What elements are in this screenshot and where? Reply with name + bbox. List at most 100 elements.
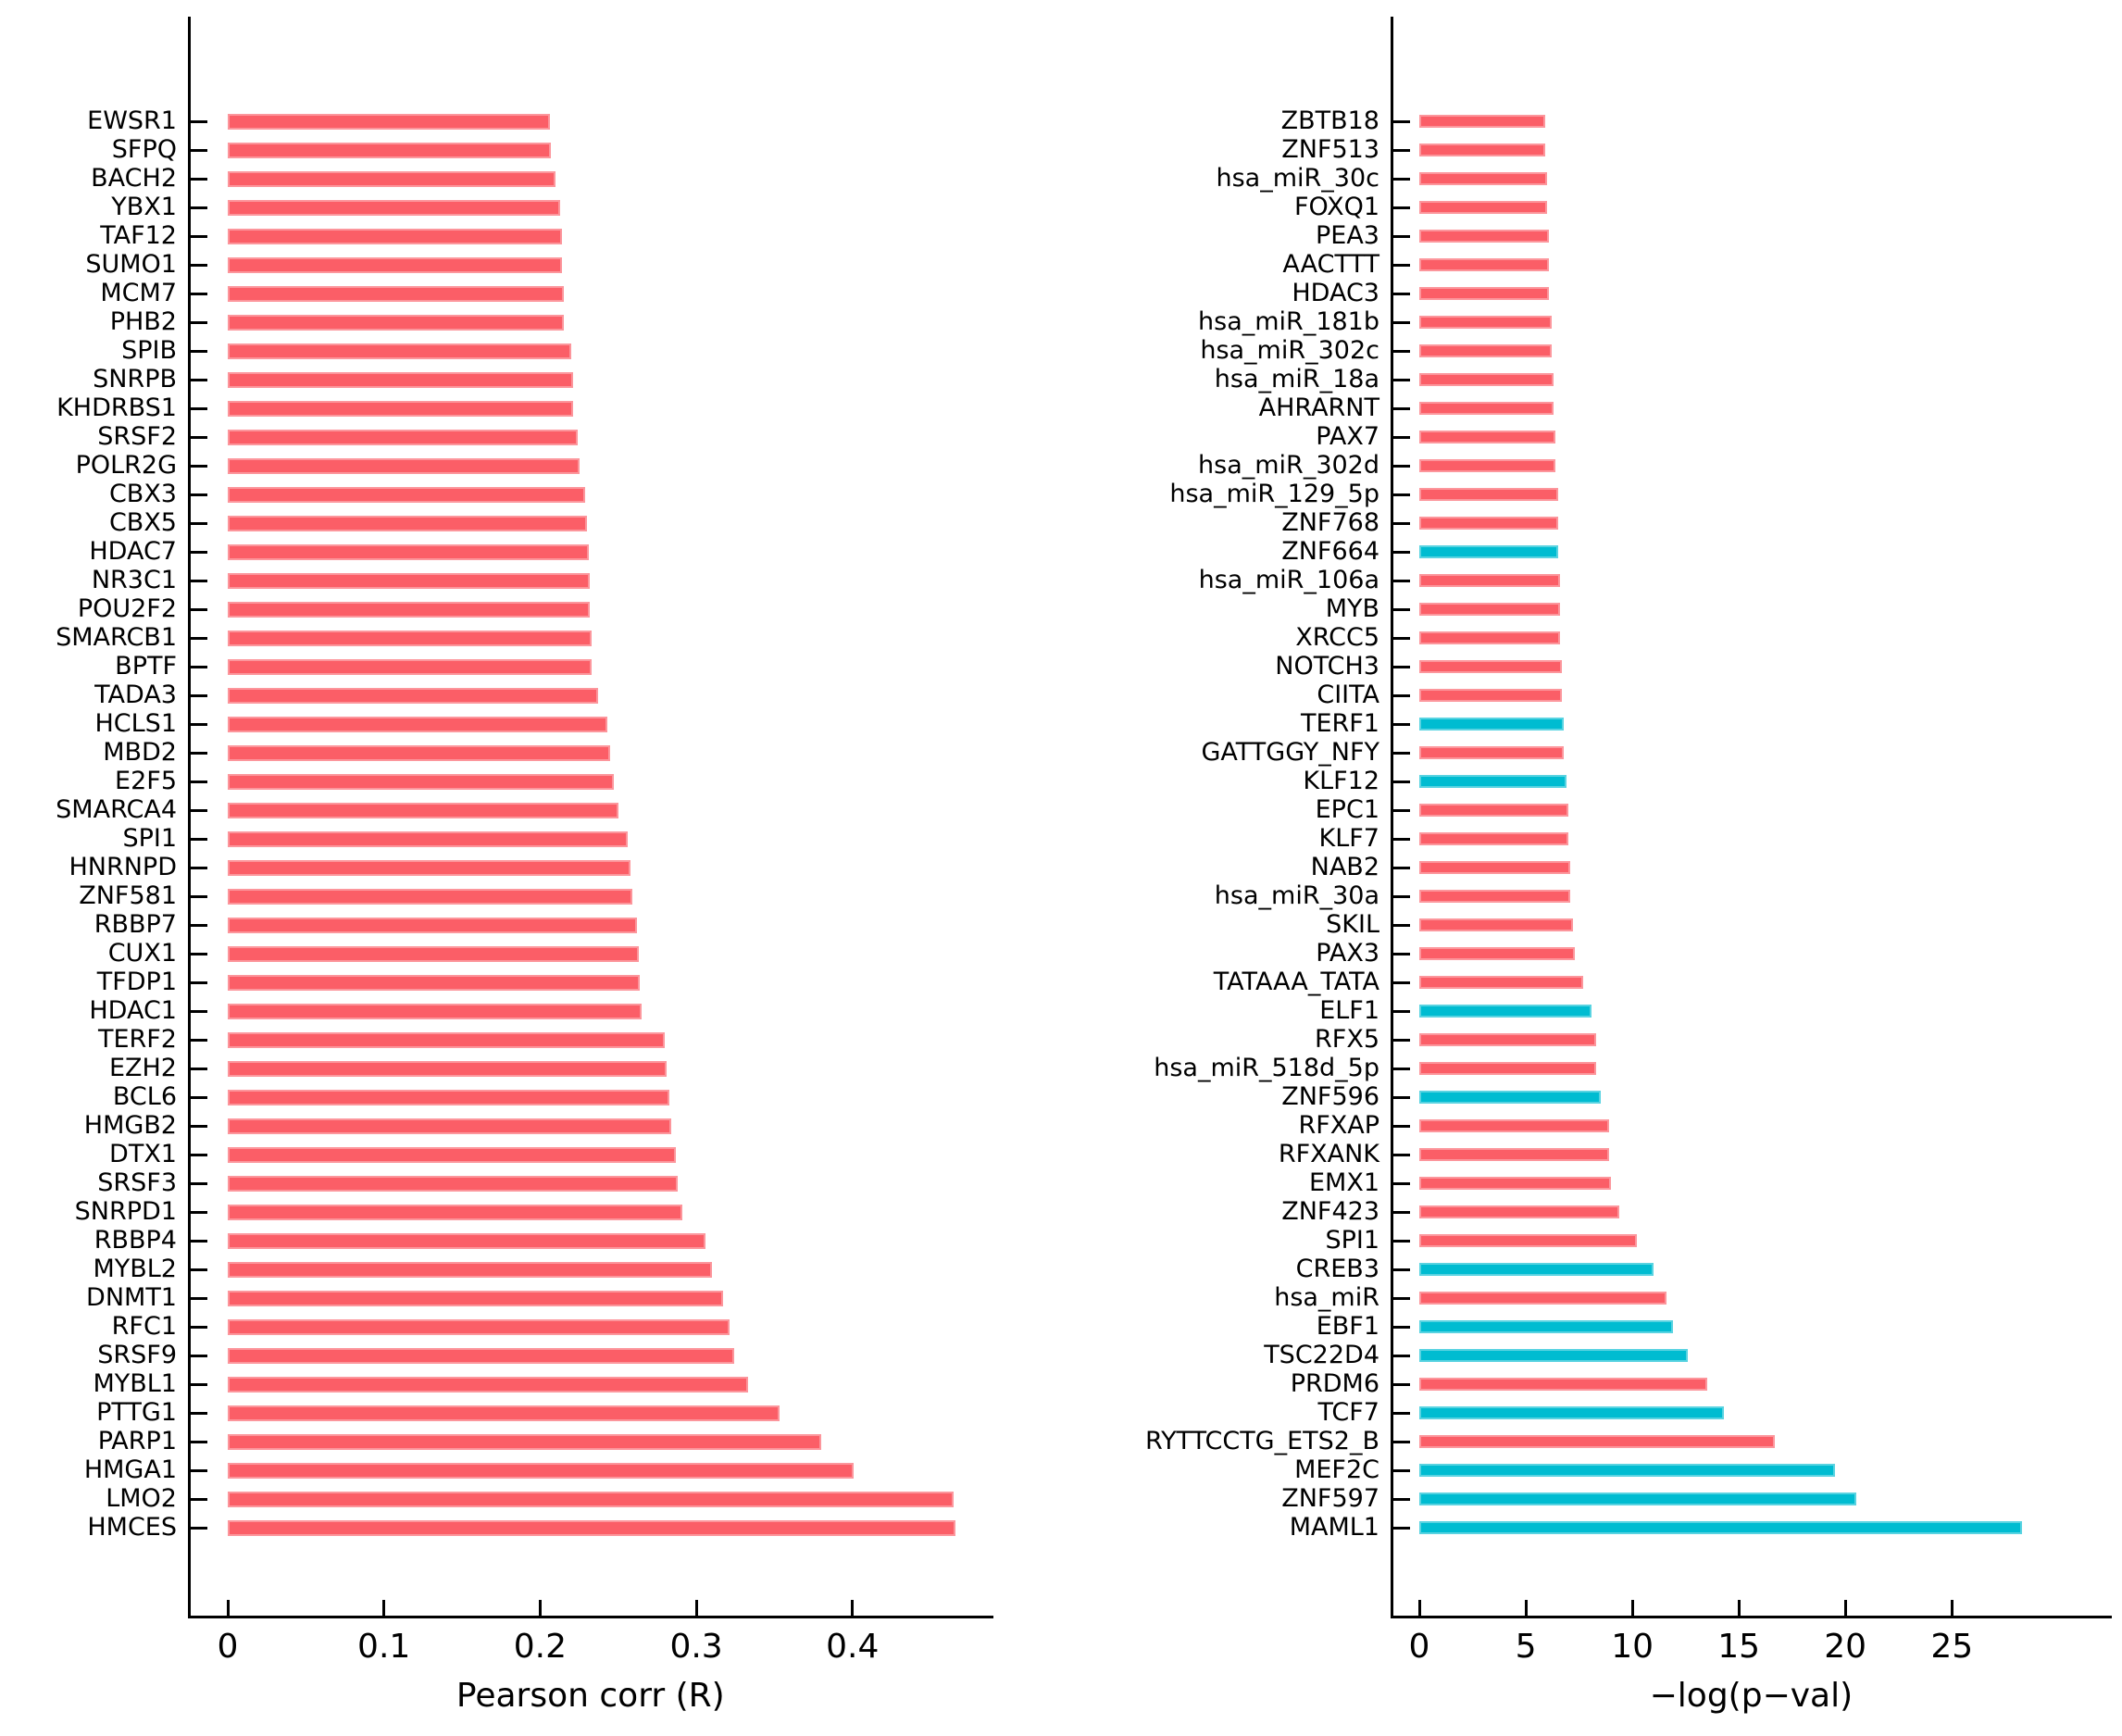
bar [1419,115,1545,128]
x-tick-label: 0.4 [826,1628,880,1666]
y-tick [1393,465,1410,468]
x-tick [1843,1600,1847,1616]
category-label: CBX5 [108,508,177,537]
bar [1419,316,1552,329]
y-tick [191,407,207,410]
x-tick [1417,1600,1421,1616]
y-tick [1393,1010,1410,1013]
y-tick [191,1355,207,1357]
y-tick [191,1441,207,1443]
category-label: SMARCB1 [56,623,177,652]
y-tick [1393,895,1410,898]
bar [228,687,598,704]
bar [1419,775,1567,788]
y-tick [191,895,207,898]
bar [228,716,607,732]
category-label: RFXAP [1298,1111,1379,1140]
y-tick [191,1412,207,1415]
x-tick [538,1600,542,1616]
y-tick [191,867,207,869]
category-label: HNRNPD [69,853,177,881]
category-label: MAML1 [1289,1513,1379,1542]
category-label: RBBP4 [94,1226,177,1255]
category-label: MYB [1325,594,1379,623]
y-tick [191,321,207,324]
bar [1419,631,1560,644]
y-tick [1393,1498,1410,1501]
y-tick [1393,981,1410,984]
category-label: TADA3 [94,681,177,709]
category-label: SPIB [121,336,177,365]
bar [228,314,564,331]
bar [1419,402,1554,415]
category-label: HDAC1 [89,996,177,1025]
bar [1419,890,1571,903]
category-label: HDAC7 [89,537,177,566]
category-label: XRCC5 [1295,623,1379,652]
bar [1419,976,1584,989]
bar [1419,1062,1596,1075]
bar [1419,344,1552,357]
y-tick [191,809,207,812]
category-label: KLF12 [1303,767,1379,795]
bar [228,1347,734,1364]
x-tick-label: 15 [1717,1628,1761,1666]
y-tick [191,1039,207,1042]
bar [228,1491,955,1507]
bar [1419,1234,1637,1247]
category-label: NAB2 [1310,853,1379,881]
bar [228,1031,666,1048]
bar [1419,1091,1601,1104]
category-label: SKIL [1326,910,1379,939]
category-label: KLF7 [1318,824,1379,853]
bar [1419,172,1548,185]
y-tick [191,1182,207,1185]
bar [228,1433,822,1450]
category-label: ZNF768 [1281,508,1379,537]
y-tick [1393,1125,1410,1128]
bar [1419,689,1563,702]
bar [1419,258,1550,271]
y-tick [1393,407,1410,410]
category-label: TAF12 [100,221,177,250]
category-label: TCF7 [1317,1398,1379,1427]
bar [1419,287,1550,300]
y-tick [1393,235,1410,238]
category-label: MYBL1 [93,1369,177,1398]
y-tick [191,953,207,955]
category-label: ZNF581 [79,881,177,910]
bar [228,285,564,302]
bar [228,1146,677,1163]
y-tick [1393,809,1410,812]
bar [1419,517,1558,530]
y-tick [191,838,207,841]
category-label: SMARCA4 [56,795,177,824]
bar [228,1232,706,1249]
category-label: PAX3 [1316,939,1379,968]
bar [228,974,641,991]
y-tick [191,1154,207,1156]
bar [228,1261,712,1278]
bar [228,343,572,359]
y-tick [1393,666,1410,668]
x-axis-line [188,1616,993,1618]
category-label: hsa_miR_30a [1214,881,1379,910]
y-tick [1393,1326,1410,1329]
category-label: RFX5 [1315,1025,1379,1054]
y-tick [191,235,207,238]
category-label: PHB2 [109,307,177,336]
y-tick [191,1096,207,1099]
category-label: HMCES [87,1513,177,1542]
bar [228,228,563,244]
category-label: hsa_miR_18a [1214,365,1379,393]
y-tick [191,379,207,381]
bar [228,142,552,158]
bar [228,1089,670,1105]
y-tick [1393,608,1410,611]
y-tick [1393,1412,1410,1415]
y-tick [191,666,207,668]
category-label: LMO2 [106,1484,177,1513]
x-axis-title-pearson: Pearson corr (R) [456,1677,725,1715]
category-label: ZNF596 [1281,1082,1379,1111]
